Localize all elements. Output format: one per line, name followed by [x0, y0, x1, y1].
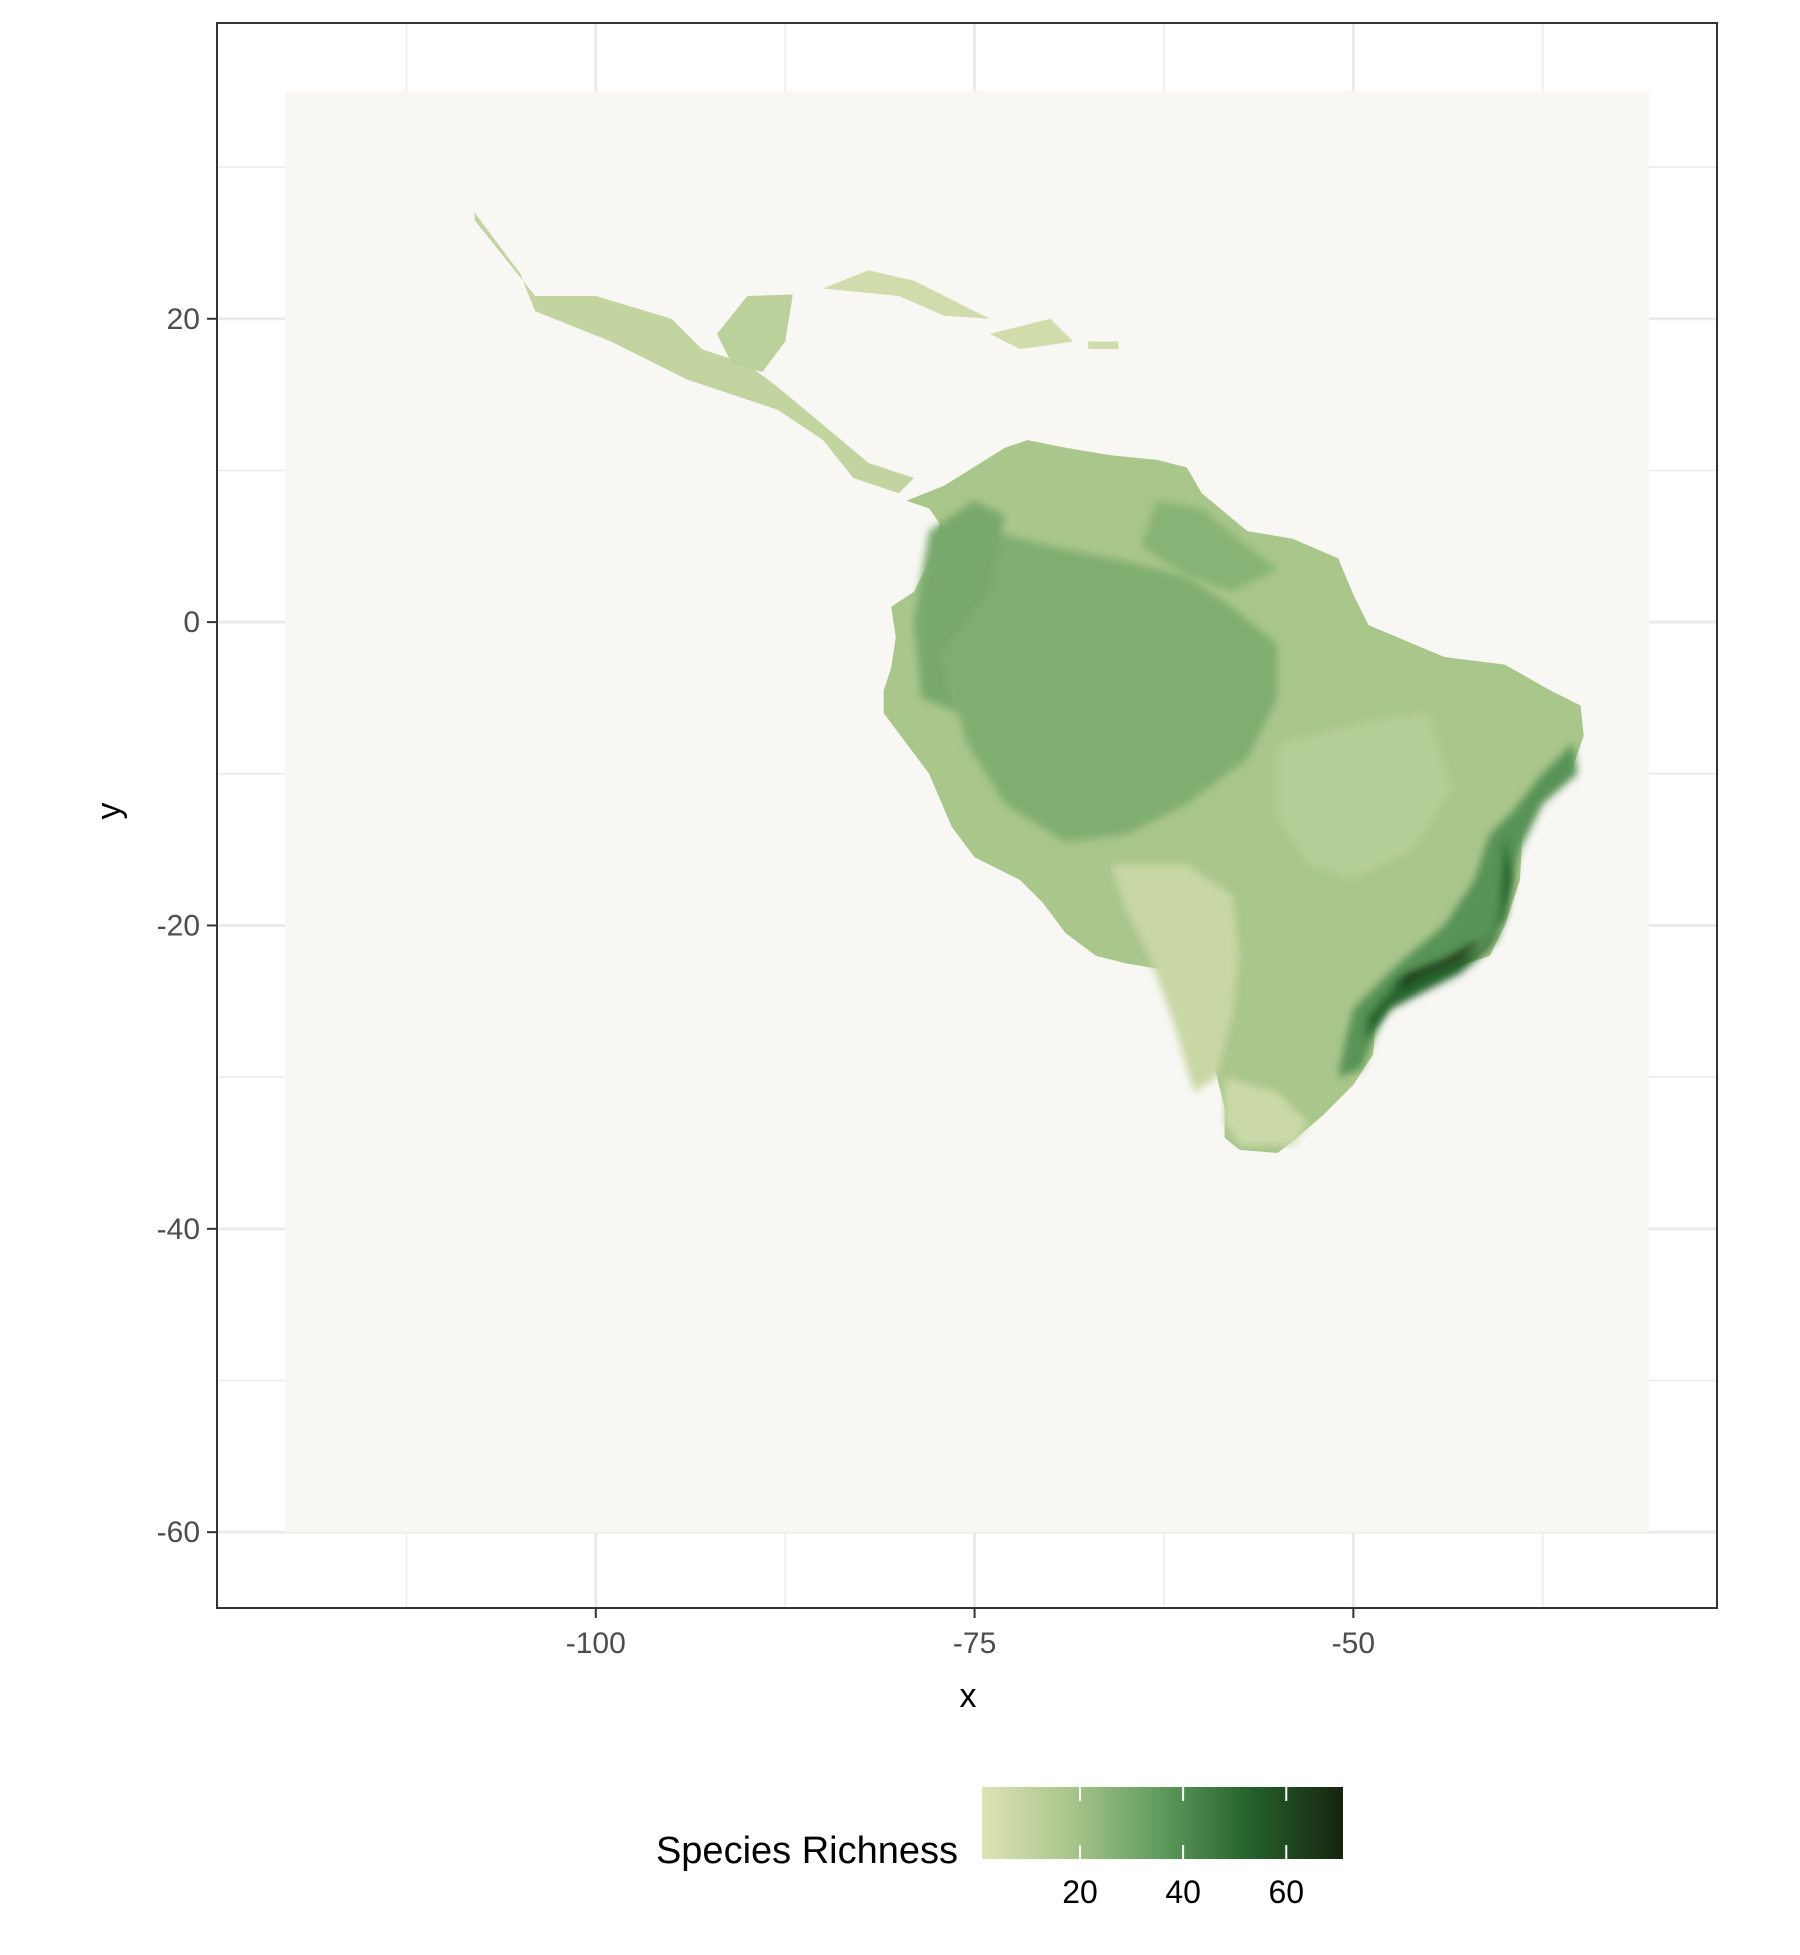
richness-region-atlantic-forest-band: [1338, 743, 1578, 1078]
y-axis-title: y: [90, 803, 128, 820]
y-tick-label: -40: [157, 1213, 200, 1246]
legend-tick-label: 40: [1165, 1874, 1201, 1910]
y-tick-label: -20: [157, 909, 200, 942]
richness-region-hispaniola: [989, 318, 1074, 350]
richness-region-cerrado: [1277, 713, 1452, 880]
x-tick-label: -75: [953, 1627, 996, 1660]
legend-colorbar: [982, 1787, 1343, 1859]
richness-region-chaco-dry: [1110, 864, 1240, 1093]
x-axis: -100 -75 -50: [566, 1608, 1375, 1660]
richness-region-guiana-gradient: [1141, 500, 1278, 592]
legend-tick-label: 60: [1268, 1874, 1304, 1910]
richness-region-atlantic-forest-dense: [1365, 834, 1513, 1040]
richness-region-amazon-core: [929, 531, 1278, 842]
raster-layer: [285, 91, 1649, 1533]
richness-region-atlantic-forest-peak: [1398, 940, 1483, 990]
y-axis: -60 -40 -20 0 20: [157, 303, 217, 1549]
richness-region-andes-north-gradient: [914, 500, 1005, 714]
y-tick-label: 0: [183, 606, 200, 639]
richness-region-pampas-dry: [1224, 1077, 1308, 1146]
x-axis-title: x: [960, 1677, 977, 1715]
legend-tick-label: 20: [1062, 1874, 1098, 1910]
legend-title: Species Richness: [656, 1830, 958, 1872]
richness-region-cuba: [823, 270, 990, 319]
x-tick-label: -50: [1332, 1627, 1375, 1660]
legend: Species Richness 20 40 60: [656, 1787, 1343, 1910]
richness-region-yucatan: [717, 294, 793, 372]
x-tick-label: -100: [566, 1627, 626, 1660]
panel-border: [216, 22, 1718, 1609]
richness-region-mexico-pacific-coast: [474, 212, 914, 494]
richness-regions: [474, 212, 1584, 1154]
y-tick-label: 20: [167, 303, 200, 336]
richness-region-puerto-rico: [1088, 341, 1119, 350]
y-tick-label: -60: [157, 1516, 200, 1549]
